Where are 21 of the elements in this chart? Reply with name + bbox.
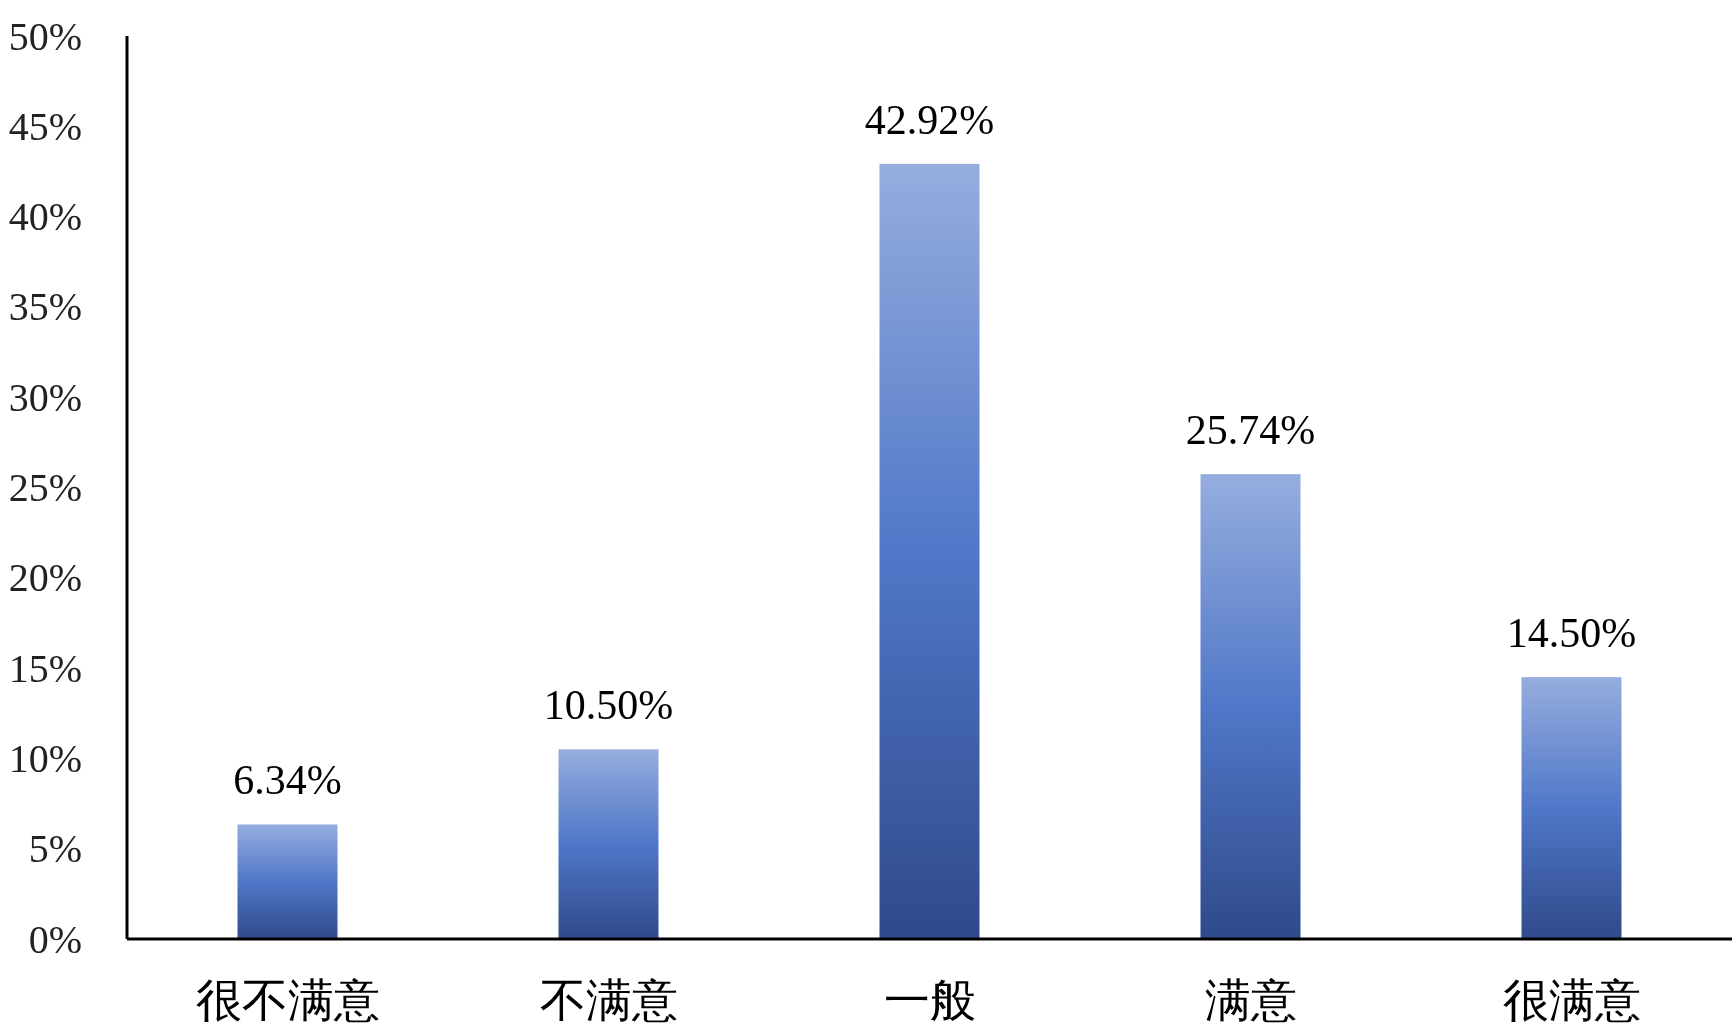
data-label: 25.74%: [1185, 407, 1316, 454]
x-tick-label: 一般: [883, 974, 976, 1026]
y-tick-label: 40%: [8, 194, 82, 240]
data-label: 10.50%: [543, 682, 674, 729]
y-tick-label: 15%: [8, 645, 82, 691]
y-tick-label: 45%: [8, 103, 82, 149]
x-tick-label: 不满意: [539, 974, 678, 1026]
y-tick-label: 0%: [28, 916, 82, 962]
y-tick-label: 30%: [8, 374, 82, 420]
data-label: 6.34%: [233, 757, 342, 804]
x-tick-label: 很不满意: [195, 974, 380, 1026]
y-tick-label: 20%: [8, 555, 82, 601]
y-tick-label: 5%: [28, 826, 82, 872]
data-label: 14.50%: [1506, 610, 1637, 657]
y-tick-label: 10%: [8, 735, 82, 781]
data-label: 42.92%: [864, 96, 995, 143]
y-tick-label: 25%: [8, 465, 82, 510]
x-tick-label: 满意: [1204, 974, 1297, 1026]
x-tick-label: 很满意: [1502, 974, 1641, 1026]
y-tick-label: 35%: [8, 284, 82, 330]
y-tick-label: 50%: [8, 13, 82, 59]
